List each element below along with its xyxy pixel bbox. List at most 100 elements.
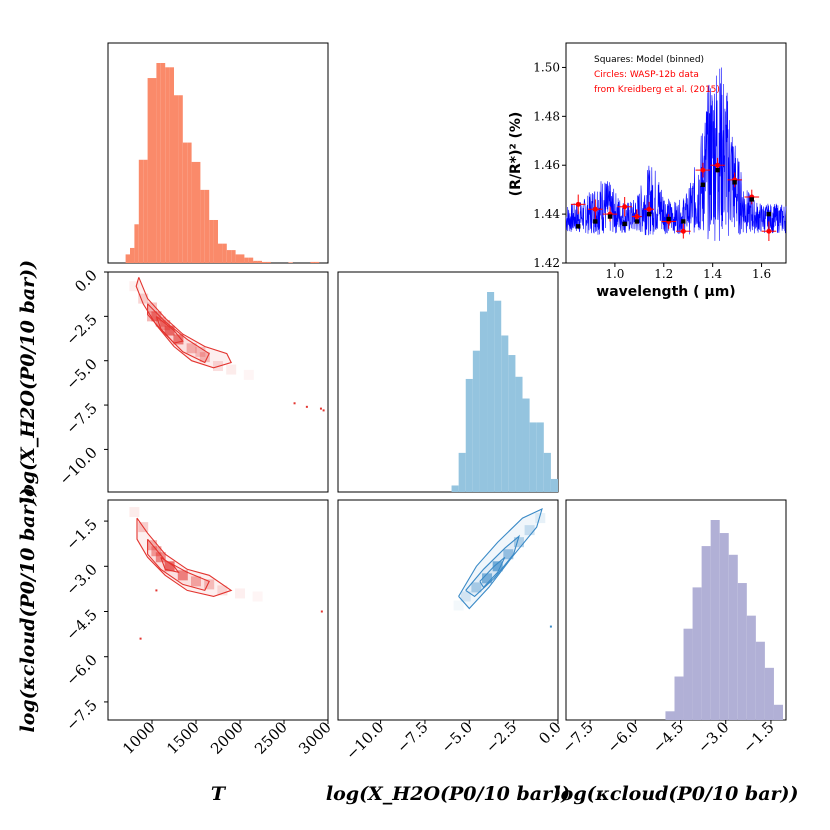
hist-bar	[130, 247, 135, 263]
histogram-temperature	[125, 63, 320, 264]
contour-level-1	[458, 507, 543, 610]
inset-x-axis-label: wavelength ( μm)	[596, 284, 735, 300]
hist-bar	[174, 95, 179, 264]
model-binned-point	[646, 211, 652, 217]
density-cell	[535, 513, 546, 524]
y-tick-label-water: −5.0	[62, 355, 100, 393]
hist-bar	[226, 250, 232, 263]
density-cell	[155, 552, 166, 563]
model-binned-point	[593, 219, 598, 224]
histogram-cloud	[665, 520, 783, 720]
legend-model: Squares: Model (binned)	[594, 55, 704, 65]
contour-T-vs-water	[129, 277, 325, 412]
model-binned-point	[749, 197, 754, 202]
density-cell	[252, 591, 263, 602]
x-tick-label-T: 1000	[119, 718, 159, 758]
x-axis-label-cloud: log(κcloud(P0/10 bar))	[553, 783, 798, 805]
spectrum-inset-plot	[565, 67, 787, 241]
hist-bar	[683, 628, 693, 720]
hist-bar	[138, 159, 144, 263]
hist-bar	[536, 422, 544, 492]
hist-bar	[755, 641, 765, 720]
density-cell	[204, 579, 215, 590]
hist-bar	[458, 452, 466, 492]
hist-bar	[204, 189, 210, 263]
contour-level-2	[465, 534, 521, 598]
hist-bar	[156, 63, 161, 263]
hist-bar	[248, 257, 254, 263]
outlier-point	[320, 610, 323, 613]
hist-bar	[169, 67, 174, 263]
hist-bar	[253, 260, 258, 263]
density-cell	[235, 588, 245, 599]
hist-bar	[508, 355, 516, 492]
outlier-point	[139, 637, 142, 640]
contour-level-2	[147, 538, 210, 592]
hist-bar	[266, 261, 271, 263]
data-point	[622, 204, 628, 210]
inset-x-tick-label: 1.2	[654, 267, 673, 281]
inset-y-tick-label: 1.46	[533, 158, 560, 172]
hist-bar	[244, 257, 249, 263]
x-tick-label-T: 2500	[251, 718, 291, 758]
hist-bar	[515, 376, 523, 492]
legend-data-source: from Kreidberg et al. (2015)	[594, 85, 720, 95]
inset-x-tick-label: 1.0	[605, 267, 624, 281]
y-axis-label-cloud: log(κcloud(P0/10 bar))	[17, 487, 39, 732]
y-tick-label-water: −7.5	[62, 399, 100, 437]
data-point	[575, 201, 581, 207]
model-binned-point	[576, 224, 581, 229]
density-cell	[503, 549, 514, 560]
inset-y-tick-label: 1.48	[533, 109, 560, 123]
contour-level-3	[479, 556, 506, 589]
density-cell	[195, 346, 206, 357]
hist-bar	[262, 261, 267, 263]
density-cell	[217, 585, 228, 596]
hist-bar	[692, 587, 702, 720]
hist-bar	[182, 142, 188, 263]
hist-bar	[147, 78, 152, 263]
inset-y-axis-label: (R/R*)² (%)	[508, 112, 524, 197]
hist-bar	[187, 142, 192, 263]
density-cell	[226, 364, 237, 375]
model-binned-point	[766, 211, 772, 217]
x-tick-label-water: −2.5	[482, 718, 520, 756]
hist-bar	[543, 452, 551, 492]
y-tick-label-water: 0.0	[71, 266, 101, 296]
x-tick-label-water: −10.0	[342, 718, 387, 763]
outlier-point	[305, 405, 308, 408]
outlier-point	[319, 407, 322, 410]
density-cell	[155, 316, 166, 327]
hist-bar	[257, 260, 262, 263]
hist-bar	[200, 189, 205, 263]
data-point	[592, 206, 598, 212]
hist-bar	[160, 63, 166, 263]
model-binned-point	[634, 219, 640, 224]
density-cell	[147, 302, 157, 313]
y-tick-label-cloud: −1.5	[62, 515, 100, 553]
x-axis-label-water: log(X_H2O(P0/10 bar))	[326, 783, 570, 805]
hist-bar	[472, 350, 480, 492]
density-cell	[471, 582, 482, 593]
hist-bar	[314, 261, 320, 263]
hist-bar	[674, 676, 684, 720]
density-cell	[173, 334, 184, 345]
hist-bar	[209, 219, 214, 263]
panel-frame-T-cloud	[107, 499, 329, 721]
panel-frame-water-hist	[337, 271, 559, 493]
hist-bar	[143, 159, 148, 263]
data-point	[715, 162, 721, 168]
outlier-point	[322, 409, 325, 412]
hist-bar	[178, 95, 183, 264]
hist-bar	[310, 261, 315, 263]
density-cell	[191, 576, 201, 587]
density-cell	[524, 525, 535, 536]
data-point	[680, 228, 686, 234]
hist-bar	[191, 161, 196, 263]
contour-level-3	[155, 315, 184, 344]
model-binned-point	[700, 182, 706, 187]
inset-y-tick-label: 1.44	[533, 207, 560, 221]
hist-bar	[746, 615, 756, 720]
outlier-point	[155, 589, 158, 592]
